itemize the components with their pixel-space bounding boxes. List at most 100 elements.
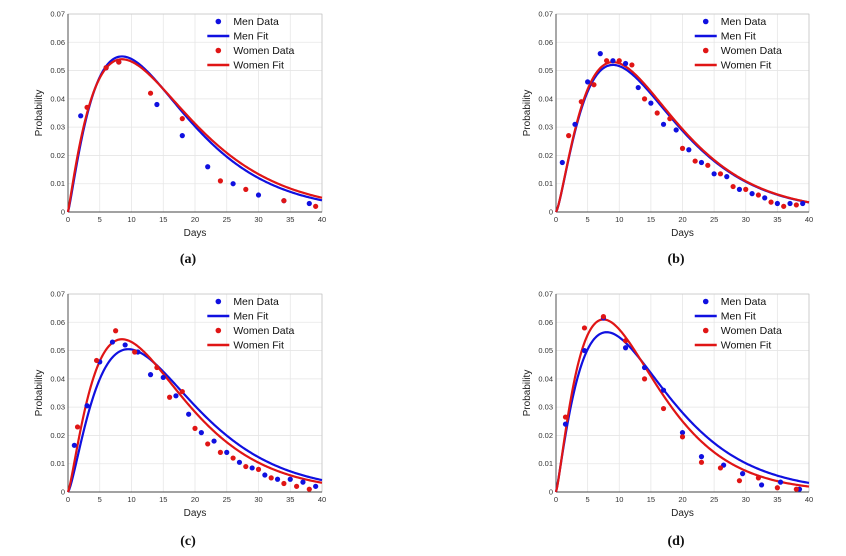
x-tick-label: 35 xyxy=(286,495,294,504)
men-data-point xyxy=(660,121,667,127)
men-data-point xyxy=(230,181,236,187)
women-data-point xyxy=(167,394,173,400)
men-data-point xyxy=(147,372,154,378)
men-data-point xyxy=(758,482,765,488)
men-data-point xyxy=(313,483,319,489)
x-tick-label: 30 xyxy=(742,215,750,224)
y-tick-label: 0.02 xyxy=(538,151,553,160)
women-data-point xyxy=(736,478,743,484)
men-data-point xyxy=(739,471,746,477)
women-data-point xyxy=(255,466,262,472)
women-data-point xyxy=(132,349,138,355)
chart-panel-b: 0 5 10 15 20 25 30 35 40 0 0.01 0.02 0.03 0.04 0.05 0.0… xyxy=(423,0,846,278)
x-tick-label: 35 xyxy=(773,215,781,224)
men-data-point xyxy=(262,472,268,478)
women-data-point xyxy=(205,441,211,447)
women-data-point xyxy=(562,414,569,420)
women-data-point xyxy=(230,455,236,461)
y-tick-label: 0.07 xyxy=(538,10,553,19)
men-data-point xyxy=(562,421,569,427)
y-tick-label: 0.01 xyxy=(538,459,553,468)
women-data-point xyxy=(306,486,312,492)
men-data-point xyxy=(610,58,616,64)
x-tick-label: 20 xyxy=(678,215,686,224)
women-data-point xyxy=(730,183,736,190)
x-tick-label: 5 xyxy=(98,215,102,224)
y-tick-label: 0 xyxy=(549,488,553,497)
x-tick-label: 0 xyxy=(66,495,70,504)
legend-men-data-swatch xyxy=(215,18,222,25)
legend-label: Men Data xyxy=(721,296,767,308)
men-data-point xyxy=(287,476,293,482)
men-data-point xyxy=(660,387,667,393)
men-data-point xyxy=(71,442,77,448)
men-data-point xyxy=(224,449,230,455)
y-tick-label: 0.04 xyxy=(50,94,65,103)
men-data-point xyxy=(122,342,128,348)
legend-label: Men Fit xyxy=(721,311,756,323)
panel-caption-a: (a) xyxy=(179,252,197,267)
x-tick-label: 5 xyxy=(586,495,590,504)
men-fit-line xyxy=(554,331,810,493)
women-data-point xyxy=(147,90,154,96)
women-data-point xyxy=(717,465,724,471)
men-data-point xyxy=(559,159,565,166)
men-data-point xyxy=(635,84,641,91)
women-data-point xyxy=(74,424,81,430)
y-tick-label: 0.03 xyxy=(538,123,553,132)
women-fit-line xyxy=(66,58,323,213)
women-data-point xyxy=(154,364,160,371)
men-data-point xyxy=(179,133,185,139)
men-data-point xyxy=(724,174,730,180)
x-axis-label: Days xyxy=(184,228,207,239)
x-tick-label: 30 xyxy=(254,495,262,504)
x-tick-label: 10 xyxy=(615,215,623,224)
women-data-point xyxy=(268,475,274,481)
panel-caption-c: (c) xyxy=(180,534,196,549)
women-data-point xyxy=(679,434,686,440)
women-data-point xyxy=(793,202,799,208)
x-tick-label: 10 xyxy=(127,215,135,224)
men-data-point xyxy=(774,200,780,207)
chart-panel-d: 0 5 10 15 20 25 30 35 40 0 0.01 0.02 0.03 0.04 0.05 0.0… xyxy=(423,278,846,556)
y-tick-label: 0.04 xyxy=(50,374,65,383)
men-data-point xyxy=(711,171,717,177)
legend-label: Men Fit xyxy=(233,31,268,43)
women-data-point xyxy=(793,486,799,492)
women-data-point xyxy=(774,485,780,491)
women-data-point xyxy=(566,133,572,139)
women-data-point xyxy=(179,116,185,122)
men-data-point xyxy=(154,101,160,108)
x-tick-label: 20 xyxy=(191,215,199,224)
women-fit-line xyxy=(554,318,810,493)
legend-label: Men Data xyxy=(233,16,279,28)
x-tick-label: 0 xyxy=(554,495,558,504)
men-data-point xyxy=(236,459,243,465)
legend-women-data-swatch xyxy=(702,327,709,334)
legend-label: Men Data xyxy=(233,296,279,308)
women-data-point xyxy=(103,65,109,71)
legend-label: Women Fit xyxy=(721,340,772,352)
y-tick-label: 0.02 xyxy=(50,431,65,440)
y-tick-label: 0.03 xyxy=(538,403,553,412)
x-tick-label: 10 xyxy=(127,495,135,504)
y-tick-label: 0.06 xyxy=(538,318,553,327)
women-data-point xyxy=(116,59,122,65)
y-tick-label: 0.01 xyxy=(50,179,65,188)
y-axis-label: Probability xyxy=(522,90,533,137)
women-data-point xyxy=(243,186,249,192)
legend-label: Women Fit xyxy=(233,340,284,352)
women-data-point xyxy=(622,338,629,344)
men-data-point xyxy=(211,438,217,444)
x-tick-label: 25 xyxy=(223,495,231,504)
legend-label: Women Data xyxy=(233,45,294,57)
y-tick-label: 0.07 xyxy=(538,290,553,299)
y-tick-label: 0 xyxy=(61,208,65,217)
women-data-point xyxy=(113,328,119,334)
women-data-point xyxy=(743,186,749,192)
women-data-point xyxy=(84,104,90,110)
men-data-point xyxy=(109,339,116,345)
women-data-point xyxy=(781,203,787,209)
men-data-point xyxy=(648,100,654,106)
men-data-point xyxy=(186,411,192,417)
